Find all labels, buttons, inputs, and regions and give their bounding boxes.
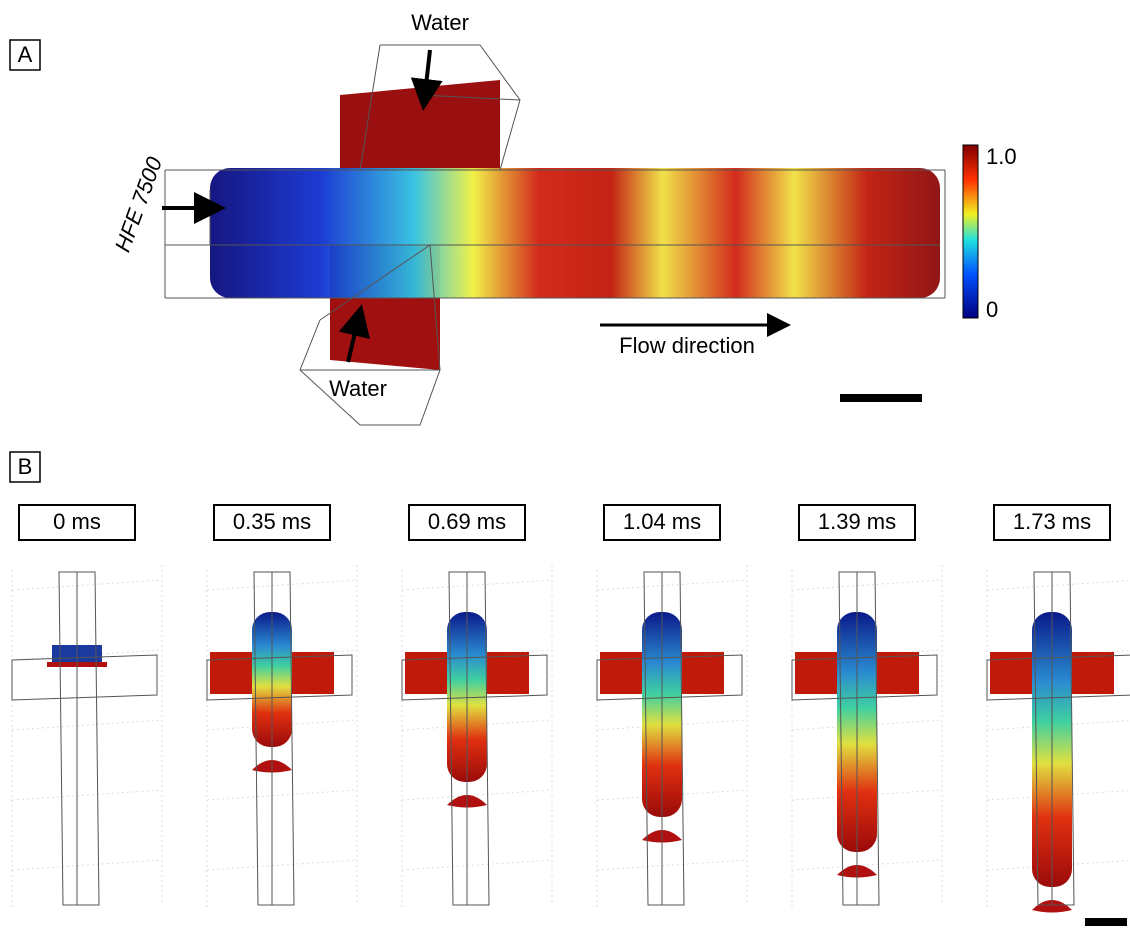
time-label: 0 ms	[53, 509, 101, 534]
time-series: 0 ms 0.35 ms 0.69 ms 1.04 ms 1.39 ms 1.73 ms	[12, 505, 1130, 913]
grid-line	[402, 860, 552, 870]
grid-line	[792, 580, 942, 590]
grid-line	[12, 720, 162, 730]
figure: A Water Water HFE 7500 Flow direction 1.…	[0, 0, 1130, 928]
channel-3d	[165, 45, 945, 425]
colorbar	[963, 145, 978, 318]
grid-line	[12, 790, 162, 800]
panel-label: B	[18, 454, 33, 479]
grid-line	[987, 580, 1130, 590]
flow-label: Flow direction	[619, 333, 755, 358]
panel-label: A	[18, 42, 33, 67]
inlet-label: Water	[329, 376, 387, 401]
grid-line	[207, 790, 357, 800]
colorbar-label: 1.0	[986, 144, 1017, 169]
colorbar-label: 0	[986, 297, 998, 322]
scale-bar	[840, 394, 922, 402]
time-label: 0.69 ms	[428, 509, 506, 534]
grid-line	[597, 580, 747, 590]
channel-frame	[59, 572, 99, 905]
grid-line	[207, 860, 357, 870]
time-label: 1.39 ms	[818, 509, 896, 534]
page: A Water Water HFE 7500 Flow direction 1.…	[0, 0, 1130, 928]
grid-line	[12, 580, 162, 590]
inlet-label: Water	[411, 10, 469, 35]
grid-line	[597, 860, 747, 870]
grid-line	[12, 860, 162, 870]
time-label: 0.35 ms	[233, 509, 311, 534]
scale-bar	[1085, 918, 1127, 926]
time-label: 1.73 ms	[1013, 509, 1091, 534]
inlet-label: HFE 7500	[110, 153, 168, 255]
grid-line	[402, 580, 552, 590]
grid-line	[207, 580, 357, 590]
time-label: 1.04 ms	[623, 509, 701, 534]
